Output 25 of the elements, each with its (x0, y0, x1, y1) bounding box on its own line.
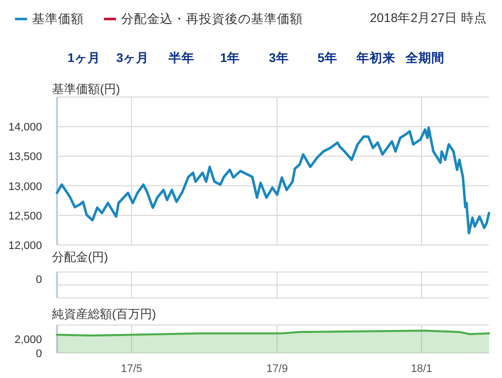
text: 1年 (220, 51, 240, 65)
y-tick-label: 2,000 (14, 334, 42, 346)
y-tick-label: 13,000 (8, 180, 42, 193)
y-tick-label: 12,000 (8, 240, 42, 252)
legend-label: 基準価額 (32, 12, 84, 26)
text: 3年 (268, 51, 289, 65)
x-tick-label: 18/1 (410, 363, 432, 375)
chart-subtitle: 2018年2月27日 時点 (370, 11, 487, 25)
y-axis-title: 基準価額(円) (52, 82, 120, 96)
text: 全期間 (404, 51, 444, 65)
text: 3ヶ月 (116, 51, 150, 65)
legend-label: 分配金込・再投資後の基準価額 (121, 12, 303, 26)
x-tick-label: 17/9 (266, 363, 288, 375)
text: 半年 (167, 51, 194, 65)
text: 1ヶ月 (68, 51, 100, 65)
text: 分配金(円) (52, 250, 108, 264)
y-axis-title: 純資産総額(百万円) (52, 307, 156, 321)
text: 年初来 (356, 50, 396, 65)
text: 5年 (318, 51, 338, 65)
y-tick-label: 12,500 (8, 210, 42, 222)
line-series (56, 126, 490, 234)
y-tick-label: 14,000 (8, 122, 42, 134)
y-tick-label: 13,500 (8, 151, 42, 164)
x-tick-label: 17/5 (120, 363, 142, 375)
y-tick-label: 0 (36, 348, 42, 360)
